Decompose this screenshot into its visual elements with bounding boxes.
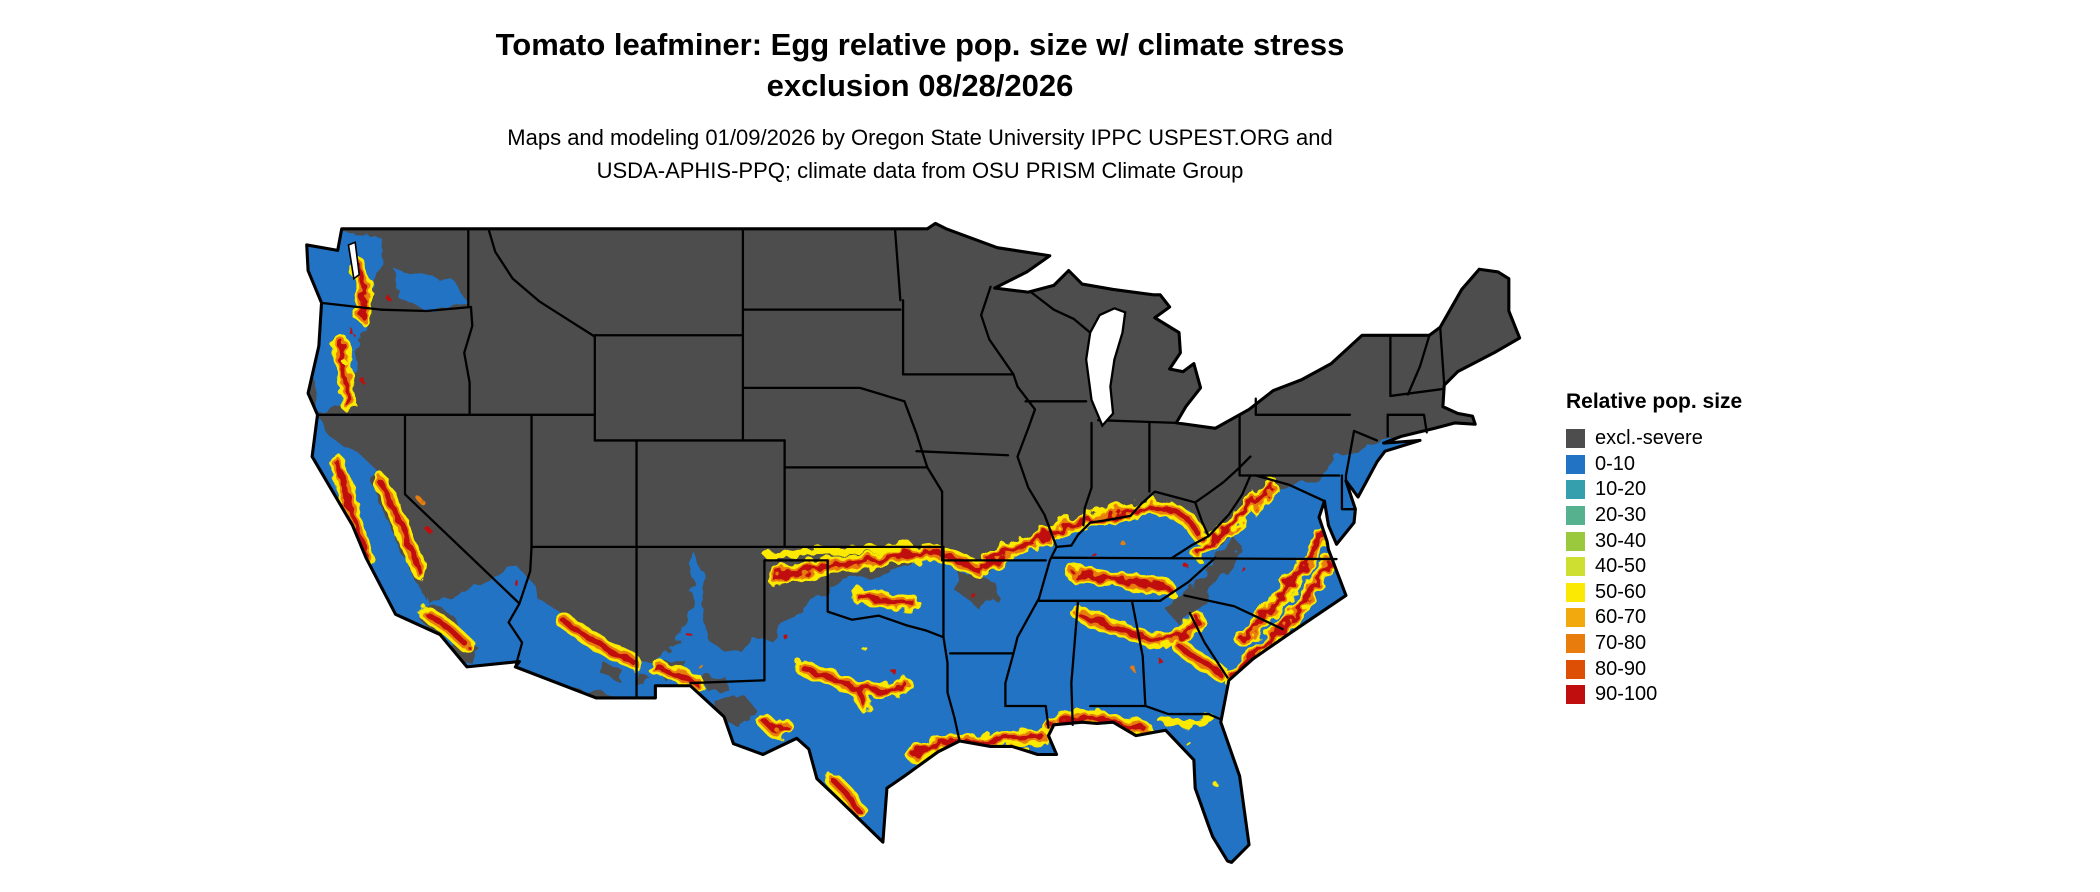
- map-raster: [306, 223, 1520, 863]
- legend-items: excl.-severe 0-10 10-20 20-30 30-40 40-50 50-6…: [1566, 426, 1826, 708]
- map-subtitle: Maps and modeling 01/09/2026 by Oregon S…: [220, 121, 1620, 187]
- puget-sound: [347, 241, 361, 281]
- great-lakes: [347, 241, 1127, 428]
- legend-swatch: [1566, 506, 1585, 526]
- legend-item-excl-severe: excl.-severe: [1566, 426, 1826, 452]
- legend-item-40-50: 40-50: [1566, 554, 1826, 580]
- legend-swatch: [1566, 557, 1585, 577]
- legend-item-10-20: 10-20: [1566, 477, 1826, 503]
- legend-label: 70-80: [1595, 632, 1647, 655]
- legend-swatch: [1566, 659, 1585, 679]
- legend-swatch: [1566, 582, 1585, 602]
- map-subtitle-line1: Maps and modeling 01/09/2026 by Oregon S…: [507, 125, 1333, 150]
- legend-swatch: [1566, 531, 1585, 551]
- map-title-line2: exclusion 08/28/2026: [766, 68, 1074, 103]
- map-title-line1: Tomato leafminer: Egg relative pop. size…: [495, 27, 1345, 62]
- legend-label: 20-30: [1595, 504, 1647, 527]
- legend-item-0-10: 0-10: [1566, 452, 1826, 478]
- us-map-svg: [305, 221, 1522, 864]
- legend-label: 30-40: [1595, 529, 1647, 552]
- legend-item-70-80: 70-80: [1566, 631, 1826, 657]
- legend-swatch: [1566, 608, 1585, 628]
- legend-swatch: [1566, 454, 1585, 474]
- lake-michigan: [1084, 307, 1127, 428]
- legend-swatch: [1566, 480, 1585, 500]
- legend-label: 40-50: [1595, 555, 1647, 578]
- legend-item-30-40: 30-40: [1566, 528, 1826, 554]
- legend-label: excl.-severe: [1595, 427, 1703, 450]
- us-map: [300, 218, 1525, 892]
- legend-item-50-60: 50-60: [1566, 580, 1826, 606]
- state-borders: [316, 227, 1446, 743]
- legend-label: 60-70: [1595, 606, 1647, 629]
- legend: Relative pop. size excl.-severe 0-10 10-20…: [1566, 390, 1826, 708]
- map-subtitle-line2: USDA-APHIS-PPQ; climate data from OSU PR…: [596, 158, 1244, 183]
- legend-swatch: [1566, 634, 1585, 654]
- legend-label: 50-60: [1595, 580, 1647, 603]
- legend-swatch: [1566, 685, 1585, 705]
- speckle-dots: [343, 269, 1299, 801]
- us-outline: [305, 221, 1522, 864]
- legend-item-60-70: 60-70: [1566, 605, 1826, 631]
- legend-item-80-90: 80-90: [1566, 656, 1826, 682]
- legend-item-90-100: 90-100: [1566, 682, 1826, 708]
- legend-label: 90-100: [1595, 683, 1658, 706]
- map-title: Tomato leafminer: Egg relative pop. size…: [220, 24, 1620, 106]
- legend-label: 0-10: [1595, 452, 1636, 475]
- legend-title: Relative pop. size: [1566, 390, 1743, 413]
- legend-label: 80-90: [1595, 657, 1647, 680]
- legend-label: 10-20: [1595, 478, 1647, 501]
- legend-swatch: [1566, 429, 1585, 449]
- legend-item-20-30: 20-30: [1566, 503, 1826, 529]
